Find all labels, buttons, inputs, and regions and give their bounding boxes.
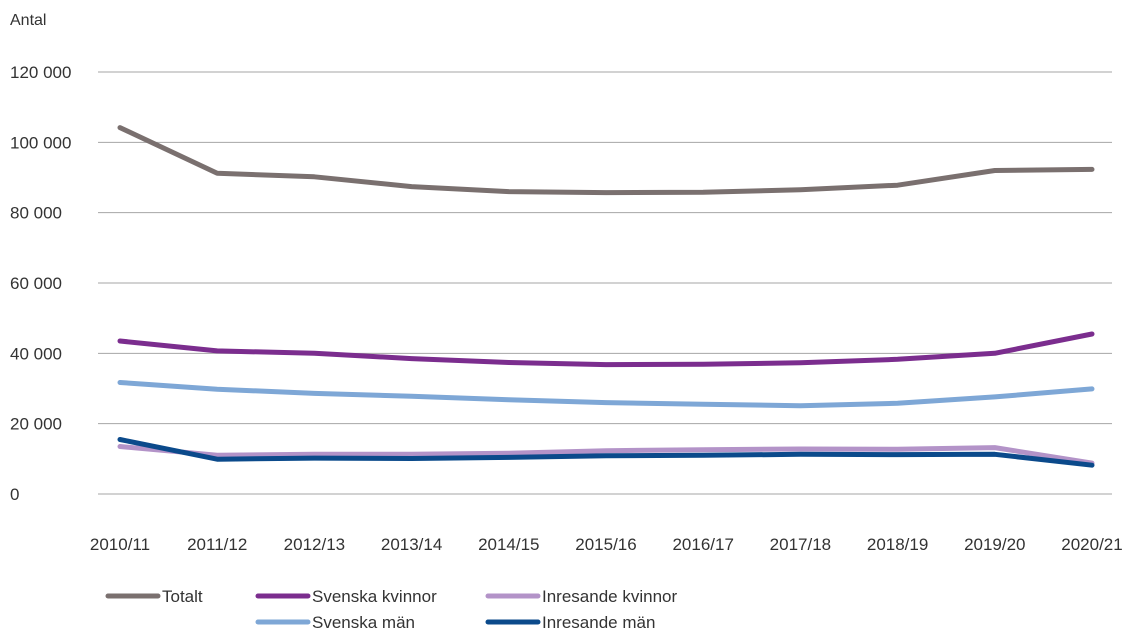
y-tick-label: 20 000 xyxy=(10,415,62,434)
legend-label: Svenska kvinnor xyxy=(312,587,437,606)
legend-item-svenska-kvinnor: Svenska kvinnor xyxy=(255,587,437,606)
legend-label: Inresande kvinnor xyxy=(542,587,677,606)
y-tick-label: 40 000 xyxy=(10,344,62,363)
legend-item-inresande-kvinnor: Inresande kvinnor xyxy=(485,587,677,606)
x-tick-label: 2016/17 xyxy=(672,535,733,554)
series-line-svenska-män xyxy=(117,380,1095,409)
y-tick-label: 120 000 xyxy=(10,63,71,82)
series-lines xyxy=(117,125,1095,468)
series-line-inresande-män xyxy=(117,437,1095,468)
gridlines xyxy=(98,71,1112,495)
x-tick-label: 2010/11 xyxy=(90,535,150,554)
series-line-inresande-kvinnor xyxy=(117,444,1095,466)
legend-label: Inresande män xyxy=(542,613,655,630)
legend-item-inresande-män: Inresande män xyxy=(485,613,655,630)
y-axis-title: Antal xyxy=(10,12,46,29)
series-line-svenska-kvinnor xyxy=(117,331,1095,368)
x-tick-label: 2019/20 xyxy=(964,535,1025,554)
legend-label: Svenska män xyxy=(312,613,415,630)
legend-item-totalt: Totalt xyxy=(105,587,203,606)
y-tick-label: 80 000 xyxy=(10,204,62,223)
x-tick-label: 2020/21 xyxy=(1061,535,1122,554)
legend-label: Totalt xyxy=(162,587,203,606)
y-axis-tick-labels: 0 20 000 40 000 60 000 80 000 100 000 120 000 xyxy=(10,63,71,504)
x-tick-label: 2013/14 xyxy=(381,535,442,554)
x-tick-label: 2017/18 xyxy=(770,535,831,554)
x-axis-tick-labels: 2010/11 2011/12 2012/13 2013/14 2014/15 2015/… xyxy=(90,535,1123,554)
y-tick-label: 0 xyxy=(10,485,19,504)
y-tick-label: 100 000 xyxy=(10,133,71,152)
x-tick-label: 2012/13 xyxy=(284,535,345,554)
legend-item-svenska-män: Svenska män xyxy=(255,613,415,630)
series-line-totalt xyxy=(117,125,1095,196)
y-tick-label: 60 000 xyxy=(10,274,62,293)
x-tick-label: 2014/15 xyxy=(478,535,539,554)
x-tick-label: 2015/16 xyxy=(575,535,636,554)
x-tick-label: 2018/19 xyxy=(867,535,928,554)
x-tick-label: 2011/12 xyxy=(187,535,247,554)
legend: Totalt Svenska kvinnor Inresande kvinnor Sv… xyxy=(105,587,677,630)
